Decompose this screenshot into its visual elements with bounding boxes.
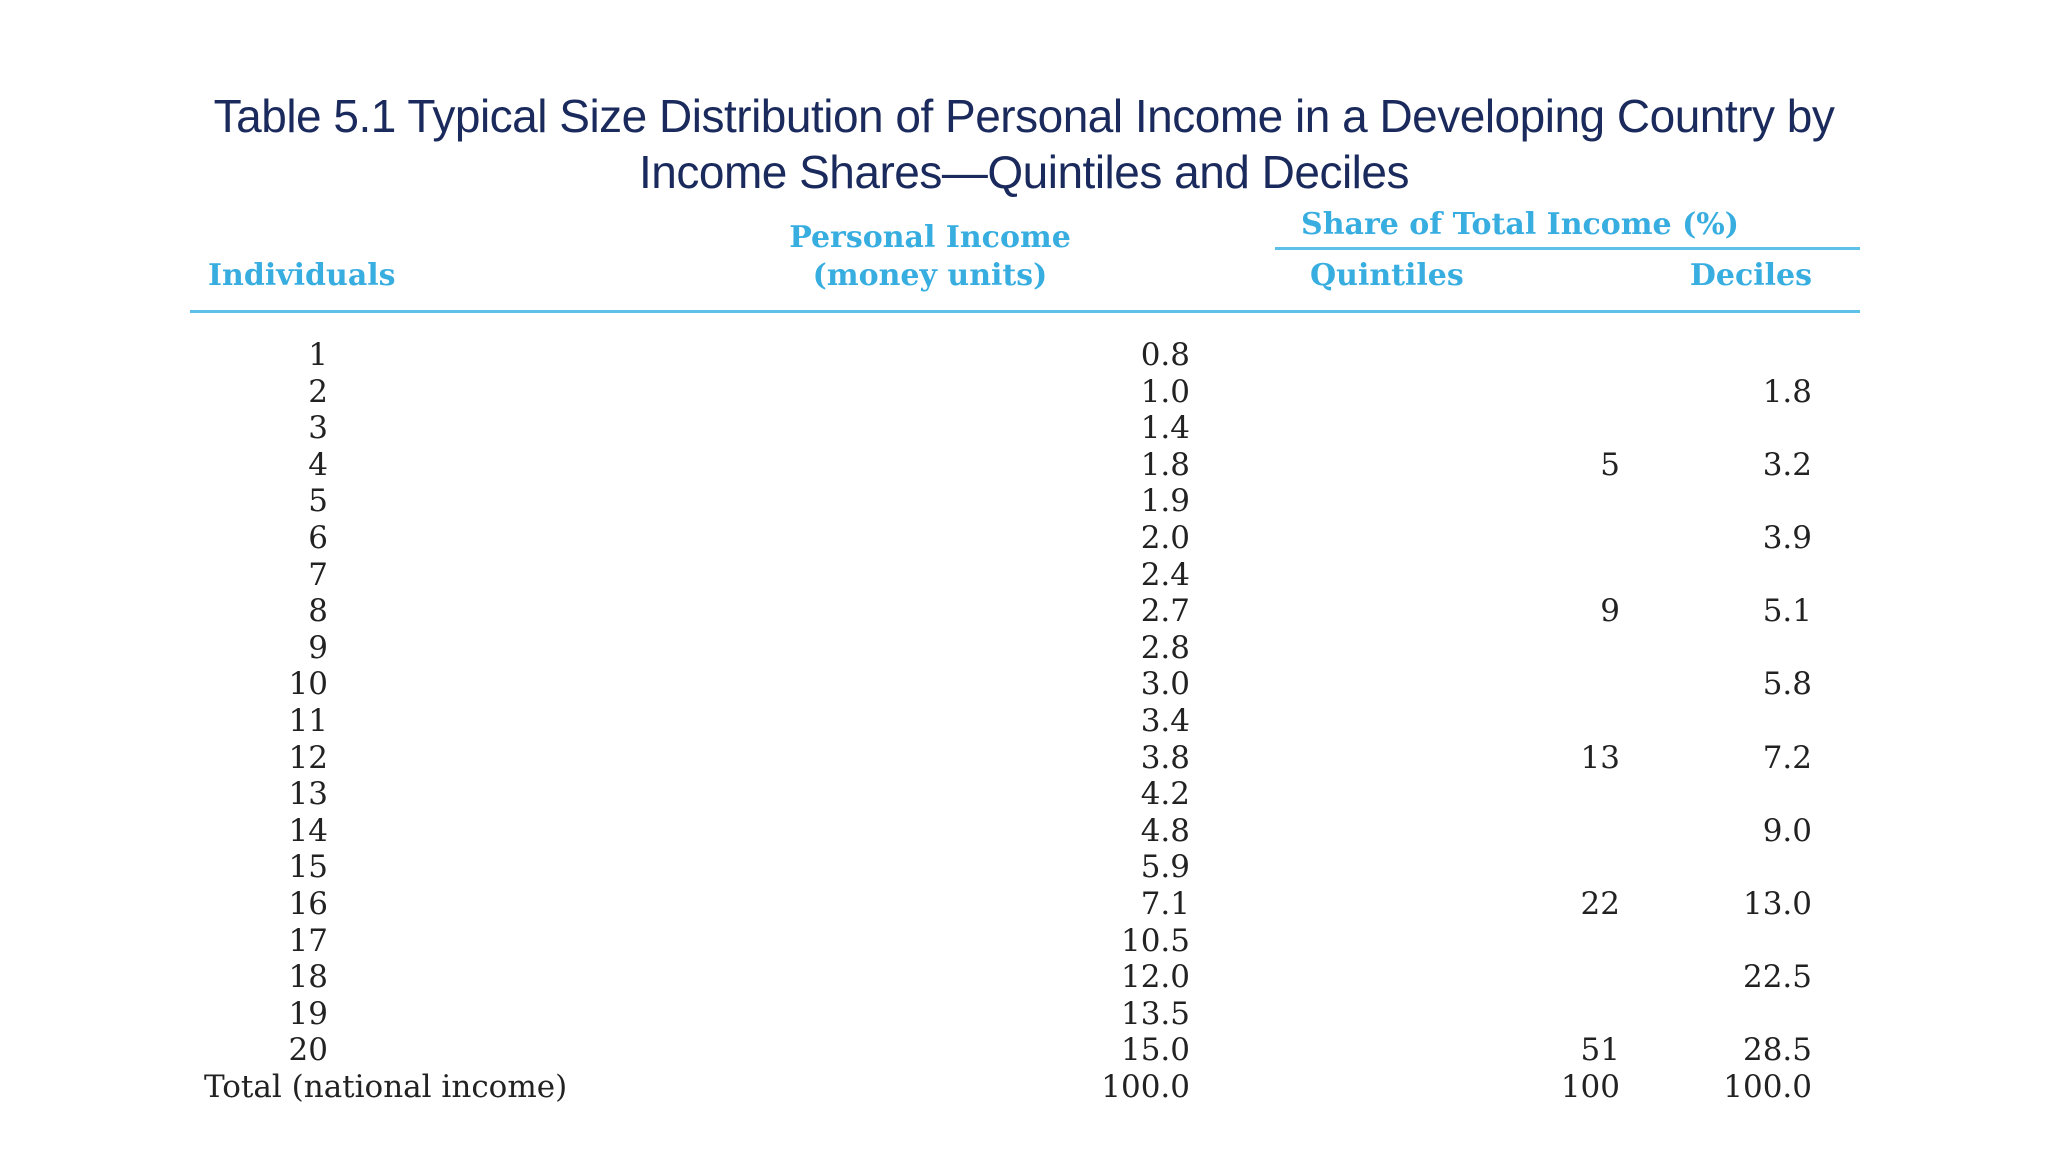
- cell-quintile: 51: [1580, 1032, 1620, 1069]
- share-group-rule: [1275, 247, 1860, 250]
- cell-individual: 16: [288, 885, 328, 922]
- header-personal-income: Personal Income (money units): [730, 219, 1130, 295]
- header-deciles: Deciles: [1689, 258, 1812, 293]
- cell-quintile: 22: [1580, 885, 1620, 922]
- cell-income: 10.5: [1120, 922, 1190, 959]
- cell-decile: 9.0: [1762, 812, 1812, 849]
- table-row: 18 12.0 22.5: [190, 959, 1860, 996]
- header-personal-income-line-2: (money units): [812, 258, 1048, 293]
- total-quintile: 100: [1560, 1068, 1620, 1105]
- cell-decile: 13.0: [1742, 885, 1812, 922]
- cell-income: 4.2: [1140, 776, 1190, 813]
- header-share-group: Share of Total Income (%): [1301, 207, 1739, 242]
- cell-income: 15.0: [1120, 1032, 1190, 1069]
- cell-individual: 3: [308, 410, 328, 447]
- table-row: 17 10.5: [190, 923, 1860, 960]
- table-row: 1 0.8: [190, 337, 1860, 374]
- table-row: 6 2.0 3.9: [190, 520, 1860, 557]
- total-label: Total (national income): [204, 1068, 568, 1105]
- title-line-2: Income Shares—Quintiles and Deciles: [639, 146, 1409, 198]
- table-row: 20 15.0 51 28.5: [190, 1032, 1860, 1069]
- cell-income: 2.7: [1140, 593, 1190, 630]
- table-row: 13 4.2: [190, 776, 1860, 813]
- cell-individual: 18: [288, 959, 328, 996]
- cell-income: 3.8: [1140, 739, 1190, 776]
- table-row: 8 2.7 9 5.1: [190, 593, 1860, 630]
- cell-individual: 6: [308, 519, 328, 556]
- cell-individual: 1: [308, 337, 328, 373]
- table-row: 10 3.0 5.8: [190, 666, 1860, 703]
- table-row: 12 3.8 13 7.2: [190, 740, 1860, 777]
- cell-quintile: 9: [1600, 593, 1620, 630]
- table-row: 2 1.0 1.8: [190, 374, 1860, 411]
- cell-individual: 2: [308, 373, 328, 410]
- table-total-row: Total (national income) 100.0 100 100.0: [190, 1069, 1860, 1106]
- cell-income: 13.5: [1120, 995, 1190, 1032]
- cell-individual: 15: [288, 849, 328, 886]
- header-individuals: Individuals: [208, 258, 396, 293]
- cell-decile: 7.2: [1762, 739, 1812, 776]
- cell-decile: 3.9: [1762, 519, 1812, 556]
- cell-income: 1.9: [1140, 483, 1190, 520]
- cell-individual: 11: [288, 702, 328, 739]
- table-row: 19 13.5: [190, 996, 1860, 1033]
- cell-individual: 7: [308, 556, 328, 593]
- cell-income: 2.0: [1140, 519, 1190, 556]
- cell-decile: 28.5: [1742, 1032, 1812, 1069]
- cell-individual: 8: [308, 593, 328, 630]
- cell-decile: 22.5: [1742, 959, 1812, 996]
- table-row: 9 2.8: [190, 630, 1860, 667]
- table-row: 4 1.8 5 3.2: [190, 447, 1860, 484]
- cell-individual: 4: [308, 446, 328, 483]
- cell-individual: 13: [288, 776, 328, 813]
- cell-decile: 5.8: [1762, 666, 1812, 703]
- table-body: 1 0.8 2 1.0 1.8 3 1.4 4 1.8 5 3.2 5 1.9 6 2.0 3.9 7 2.4 8 2…: [190, 337, 1860, 1105]
- income-table: Individuals Personal Income (money units…: [190, 207, 1860, 1135]
- cell-income: 1.0: [1140, 373, 1190, 410]
- cell-quintile: 13: [1580, 739, 1620, 776]
- table-row: 7 2.4: [190, 557, 1860, 594]
- header-personal-income-line-1: Personal Income: [789, 220, 1071, 255]
- cell-individual: 14: [288, 812, 328, 849]
- table-row: 5 1.9: [190, 483, 1860, 520]
- total-income: 100.0: [1101, 1068, 1190, 1105]
- table-row: 3 1.4: [190, 410, 1860, 447]
- table-row: 15 5.9: [190, 849, 1860, 886]
- cell-decile: 1.8: [1762, 373, 1812, 410]
- cell-individual: 19: [288, 995, 328, 1032]
- cell-income: 12.0: [1120, 959, 1190, 996]
- cell-quintile: 5: [1600, 446, 1620, 483]
- cell-income: 3.0: [1140, 666, 1190, 703]
- total-decile: 100.0: [1723, 1068, 1812, 1105]
- slide-title: Table 5.1 Typical Size Distribution of P…: [160, 88, 1888, 200]
- cell-individual: 9: [308, 629, 328, 666]
- cell-decile: 3.2: [1762, 446, 1812, 483]
- cell-individual: 12: [288, 739, 328, 776]
- table-row: 14 4.8 9.0: [190, 813, 1860, 850]
- cell-income: 1.8: [1140, 446, 1190, 483]
- cell-decile: 5.1: [1762, 593, 1812, 630]
- cell-income: 2.4: [1140, 556, 1190, 593]
- cell-individual: 20: [288, 1032, 328, 1069]
- cell-income: 2.8: [1140, 629, 1190, 666]
- table-row: 16 7.1 22 13.0: [190, 886, 1860, 923]
- table-row: 11 3.4: [190, 703, 1860, 740]
- cell-individual: 17: [288, 922, 328, 959]
- cell-income: 3.4: [1140, 702, 1190, 739]
- header-quintiles: Quintiles: [1310, 258, 1464, 293]
- cell-income: 4.8: [1140, 812, 1190, 849]
- title-line-1: Table 5.1 Typical Size Distribution of P…: [213, 90, 1835, 142]
- header-rule: [190, 310, 1860, 313]
- cell-individual: 5: [308, 483, 328, 520]
- cell-income: 0.8: [1140, 337, 1190, 373]
- cell-income: 5.9: [1140, 849, 1190, 886]
- cell-individual: 10: [288, 666, 328, 703]
- cell-income: 1.4: [1140, 410, 1190, 447]
- cell-income: 7.1: [1140, 885, 1190, 922]
